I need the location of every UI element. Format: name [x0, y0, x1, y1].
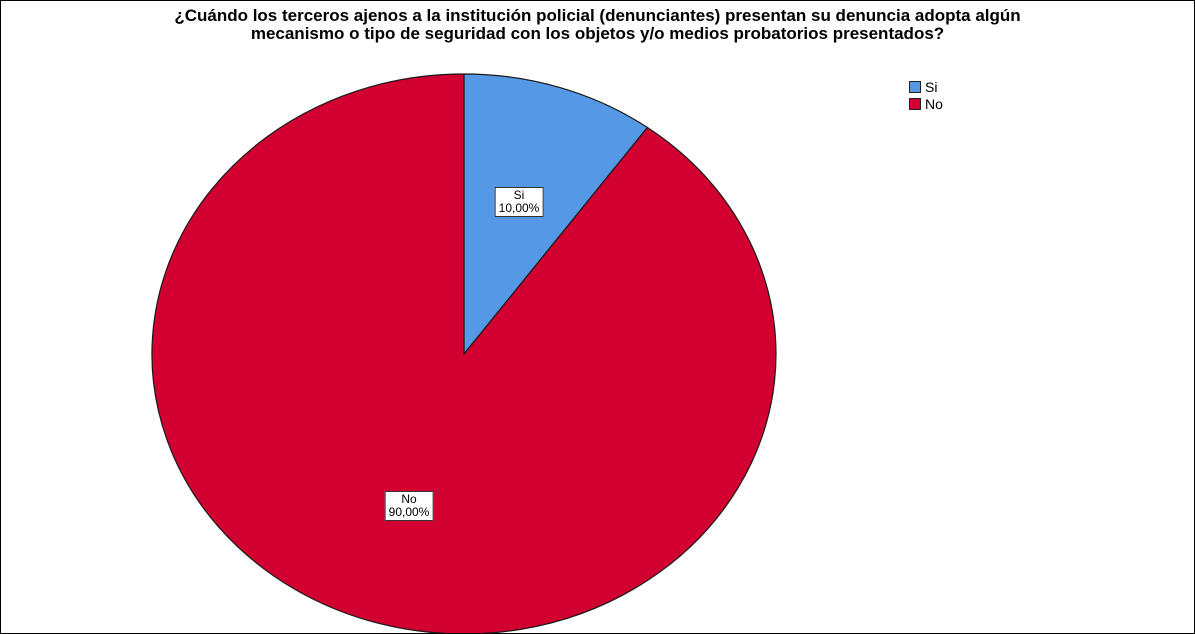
data-label-no-name: No	[401, 491, 417, 506]
data-label-no-value: 90,00%	[388, 504, 430, 519]
pie-slice-si	[463, 73, 649, 356]
chart-title-line-1: ¿Cuándo los terceros ajenos a la institu…	[174, 6, 1021, 25]
chart-title-line-2: mecanismo o tipo de seguridad con los ob…	[250, 24, 945, 43]
legend-label-no: No	[925, 95, 943, 112]
legend-item-si: Si	[909, 78, 943, 95]
legend-swatch-si	[909, 80, 921, 93]
data-label-si-name: Si	[513, 188, 525, 203]
data-label-no: No 90,00%	[384, 490, 434, 521]
legend: Si No	[909, 78, 943, 112]
data-label-si-value: 10,00%	[498, 201, 540, 216]
pie-slice-no	[151, 73, 777, 633]
chart-title: ¿Cuándo los terceros ajenos a la institu…	[1, 7, 1194, 43]
legend-swatch-no	[909, 97, 921, 110]
legend-item-no: No	[909, 95, 943, 112]
data-label-si: Si 10,00%	[494, 187, 544, 218]
legend-label-si: Si	[925, 78, 938, 95]
